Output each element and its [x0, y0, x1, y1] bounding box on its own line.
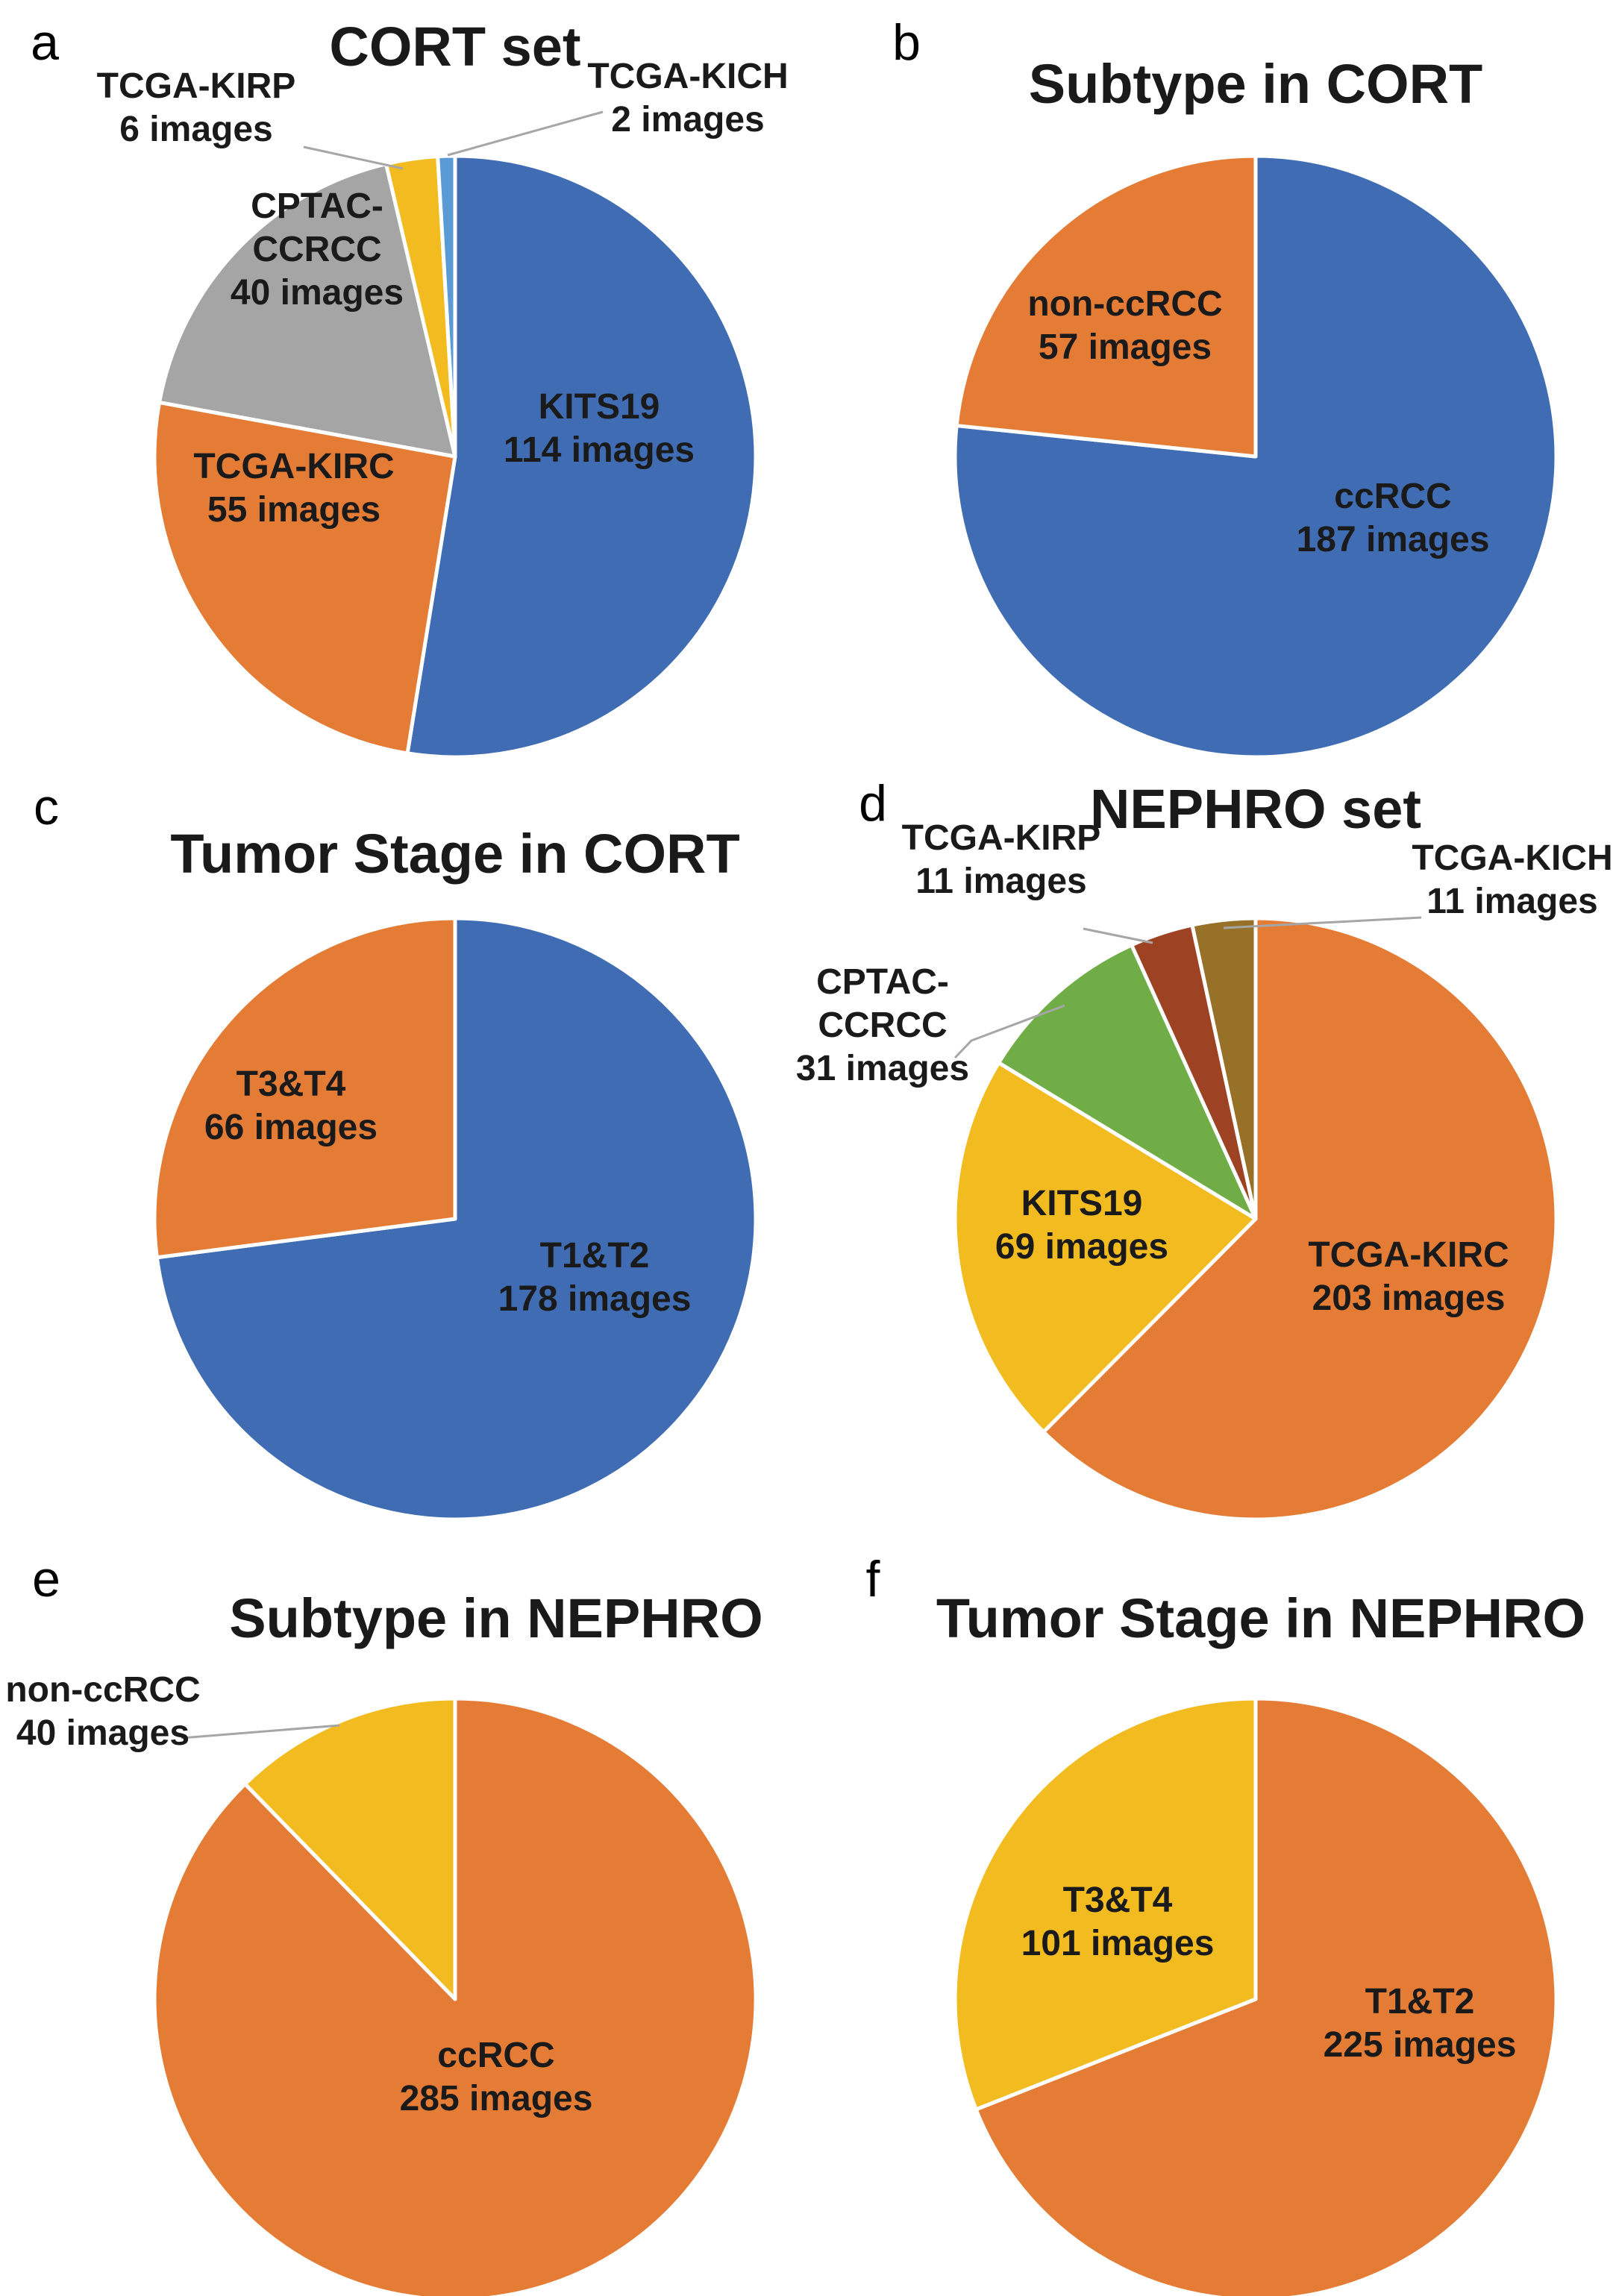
data-label-line-e-1-0: non-ccRCC [5, 1670, 200, 1710]
data-label-a-3: TCGA-KIRP 6 images [97, 66, 296, 149]
data-label-line-c-1-0: T3&T4 [237, 1064, 346, 1104]
data-label-line-a-4-0: TCGA-KICH [587, 57, 788, 96]
leader-line-d-2 [953, 1004, 1065, 1059]
pie-slice-a-0 [405, 154, 758, 759]
data-label-line-d-4-0: TCGA-KICH [1412, 838, 1612, 878]
chart-title-b: Subtype in CORT [1029, 53, 1482, 115]
data-label-line-b-1-1: 57 images [1039, 327, 1212, 367]
pie-chart-f: f Tumor Stage in NEPHRO T1&T2 225 images T3&… [866, 1551, 1585, 2296]
panel-letter-c: c [34, 779, 59, 835]
data-label-line-e-1-1: 40 images [16, 1713, 190, 1753]
pie-slice-d-4 [1190, 916, 1258, 1221]
data-label-line-a-1-1: 55 images [207, 490, 380, 530]
data-label-e-1: non-ccRCC 40 images [5, 1670, 200, 1753]
panel-letter-a: a [31, 14, 59, 71]
data-label-line-a-3-1: 6 images [119, 110, 272, 149]
chart-title-f: Tumor Stage in NEPHRO [936, 1587, 1585, 1649]
data-label-line-b-0-0: ccRCC [1334, 477, 1451, 516]
pie-slice-d-1 [953, 1061, 1258, 1434]
data-label-line-d-2-2: 31 images [796, 1049, 969, 1088]
data-label-d-0: TCGA-KIRC 203 images [1308, 1235, 1509, 1318]
data-label-line-e-0-1: 285 images [400, 2079, 593, 2118]
chart-title-a: CORT set [329, 16, 580, 78]
data-label-line-f-0-1: 225 images [1324, 2025, 1517, 2065]
data-label-line-a-2-1: CCRCC [252, 230, 381, 269]
pie-slice-a-1 [152, 400, 457, 756]
chart-title-d: NEPHRO set [1090, 778, 1421, 840]
pie-slice-f-0 [974, 1696, 1559, 2296]
chart-title-e: Subtype in NEPHRO [229, 1587, 762, 1649]
data-label-line-f-1-0: T3&T4 [1063, 1881, 1173, 1920]
pie-slice-f-1 [953, 1696, 1258, 2112]
data-label-c-0: T1&T2 178 images [498, 1236, 692, 1319]
data-label-b-0: ccRCC 187 images [1297, 477, 1490, 559]
pie-slice-d-2 [997, 943, 1258, 1221]
pie-chart-a: a CORT set KITS19 114 images TCGA-KIRC 55 ima… [31, 14, 789, 759]
data-label-line-f-1-1: 101 images [1021, 1924, 1215, 1963]
data-label-d-4: TCGA-KICH 11 images [1412, 838, 1612, 921]
data-label-d-2: CPTAC- CCRCC 31 images [796, 962, 969, 1088]
data-label-line-d-0-1: 203 images [1312, 1279, 1506, 1318]
chart-title-c: Tumor Stage in CORT [170, 823, 739, 885]
pie-slice-a-2 [157, 162, 457, 459]
data-label-line-a-1-0: TCGA-KIRC [193, 447, 394, 486]
data-label-line-b-1-0: non-ccRCC [1027, 284, 1222, 324]
data-label-line-d-1-0: KITS19 [1021, 1184, 1143, 1223]
data-label-line-d-1-1: 69 images [995, 1227, 1168, 1267]
pie-chart-d: d NEPHRO set TCGA-KIRC 203 images KITS19 69 i… [796, 775, 1613, 1522]
data-label-line-f-0-0: T1&T2 [1365, 1982, 1475, 2021]
leader-line-d-4 [1223, 916, 1422, 929]
data-label-line-a-0-1: 114 images [504, 430, 695, 470]
data-label-line-c-0-0: T1&T2 [540, 1236, 650, 1276]
pie-slice-b-1 [954, 154, 1258, 459]
data-label-a-1: TCGA-KIRC 55 images [193, 447, 394, 530]
leader-line-e-1 [181, 1724, 340, 1740]
data-label-line-a-4-1: 2 images [611, 100, 764, 139]
leader-line-a-3 [303, 145, 404, 170]
data-label-d-3: TCGA-KIRP 11 images [902, 818, 1101, 901]
pie-chart-b: b Subtype in CORT ccRCC 187 images non-ccRCC… [892, 14, 1559, 759]
data-label-line-c-0-1: 178 images [498, 1279, 692, 1319]
data-label-line-a-0-0: KITS19 [539, 387, 660, 427]
data-label-d-1: KITS19 69 images [995, 1184, 1168, 1267]
data-label-a-4: TCGA-KICH 2 images [587, 57, 788, 139]
panel-letter-e: e [32, 1551, 60, 1607]
pie-slice-e-1 [243, 1696, 457, 2001]
data-label-line-d-2-1: CCRCC [818, 1006, 947, 1045]
pie-slice-a-4 [436, 154, 457, 459]
data-label-b-1: non-ccRCC 57 images [1027, 284, 1222, 367]
data-label-line-d-0-0: TCGA-KIRC [1308, 1235, 1509, 1275]
data-label-line-e-0-0: ccRCC [437, 2036, 554, 2075]
data-label-line-a-2-2: 40 images [231, 273, 404, 313]
panel-letter-f: f [866, 1551, 880, 1607]
data-label-line-d-3-1: 11 images [915, 862, 1087, 901]
data-label-line-a-2-0: CPTAC- [251, 186, 383, 226]
panel-letter-d: d [859, 775, 887, 832]
data-label-line-d-4-1: 11 images [1426, 882, 1598, 921]
data-label-a-2: CPTAC- CCRCC 40 images [231, 186, 404, 313]
data-label-f-1: T3&T4 101 images [1021, 1881, 1215, 1963]
pie-slice-c-1 [152, 916, 457, 1260]
data-label-c-1: T3&T4 66 images [204, 1064, 378, 1147]
panel-letter-b: b [892, 14, 921, 71]
data-label-e-0: ccRCC 285 images [400, 2036, 593, 2118]
leader-line-a-4 [447, 110, 604, 157]
data-label-f-0: T1&T2 225 images [1324, 1982, 1517, 2065]
leader-line-d-3 [1083, 927, 1153, 944]
data-label-line-d-3-0: TCGA-KIRP [902, 818, 1101, 858]
data-label-line-c-1-1: 66 images [204, 1108, 378, 1147]
data-label-line-b-0-1: 187 images [1297, 520, 1490, 559]
pie-slice-d-0 [1042, 916, 1559, 1522]
pie-chart-e: e Subtype in NEPHRO ccRCC 285 images non-ccR… [5, 1551, 763, 2296]
data-label-line-a-3-0: TCGA-KIRP [97, 66, 296, 106]
data-label-line-d-2-0: CPTAC- [816, 962, 949, 1002]
pie-chart-c: c Tumor Stage in CORT T1&T2 178 images T3&T4… [34, 779, 758, 1522]
data-label-a-0: KITS19 114 images [504, 387, 695, 470]
